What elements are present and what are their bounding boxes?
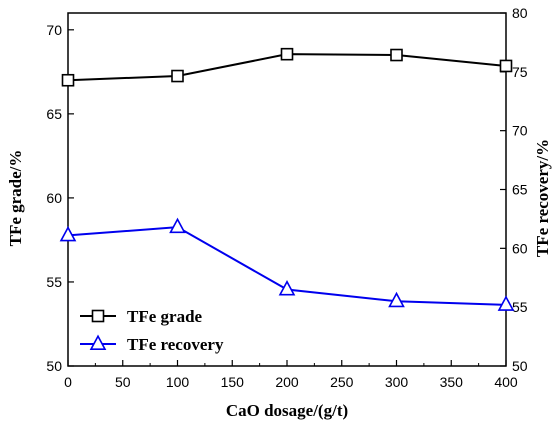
legend-marker-tfe-recovery [89,334,107,351]
legend-entry-tfe-recovery: TFe recovery [80,334,224,354]
legend-label-tfe-recovery: TFe recovery [127,335,224,354]
y-right-tick-label: 55 [512,299,528,315]
y-right-tick-label: 80 [512,5,528,21]
y-right-tick-label: 70 [512,123,528,139]
x-tick-label: 250 [330,374,354,390]
y-right-tick-label: 50 [512,358,528,374]
x-tick-label: 350 [440,374,464,390]
data-point-tfe-recovery [278,280,296,296]
x-tick-label: 200 [275,374,299,390]
x-tick-label: 100 [166,374,190,390]
x-tick-label: 0 [64,374,72,390]
legend: TFe grade TFe recovery [80,307,224,354]
y-axis-left: 50 55 60 65 70 [46,22,74,374]
series-tfe-recovery [59,217,515,311]
y-left-tick-label: 65 [46,106,62,122]
x-tick-label: 400 [494,374,518,390]
y-left-tick-label: 55 [46,274,62,290]
x-axis-title: CaO dosage/(g/t) [226,401,348,420]
data-point-tfe-grade [390,48,403,62]
y-axis-right-title: TFe recovery/% [533,139,552,257]
data-point-tfe-grade [280,47,294,61]
data-point-tfe-recovery [497,295,515,311]
x-tick-label: 150 [221,374,245,390]
data-point-tfe-grade [171,69,184,83]
y-right-tick-label: 65 [512,182,528,198]
y-axis-left-title: TFe grade/% [6,150,25,247]
series-tfe-grade [61,47,513,87]
legend-label-tfe-grade: TFe grade [127,307,203,326]
series-layer [59,47,515,311]
data-point-tfe-grade [61,73,75,87]
data-point-tfe-recovery [59,225,77,242]
y-right-tick-label: 60 [512,240,528,256]
data-point-tfe-recovery [169,217,186,234]
x-axis: 0 50 100 150 200 250 300 350 400 [64,360,518,390]
legend-entry-tfe-grade: TFe grade [80,307,203,326]
y-axis-right: 50 55 60 65 70 75 80 [500,5,528,374]
legend-marker-tfe-grade [91,309,105,323]
y-left-tick-label: 60 [46,190,62,206]
x-tick-label: 50 [115,374,131,390]
y-left-tick-label: 70 [46,22,62,38]
data-point-tfe-grade [499,59,513,73]
x-tick-label: 300 [385,374,409,390]
data-point-tfe-recovery [388,291,405,308]
y-left-tick-label: 50 [46,358,62,374]
y-right-tick-label: 75 [512,64,528,80]
